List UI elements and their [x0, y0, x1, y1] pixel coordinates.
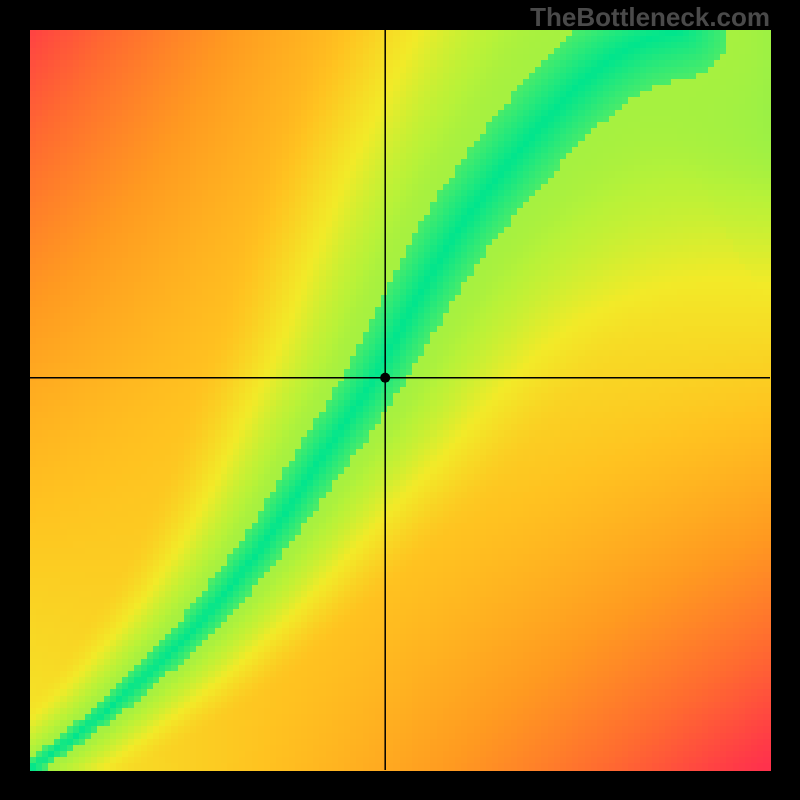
bottleneck-heatmap [0, 0, 800, 800]
watermark-text: TheBottleneck.com [530, 2, 770, 33]
chart-container: TheBottleneck.com [0, 0, 800, 800]
